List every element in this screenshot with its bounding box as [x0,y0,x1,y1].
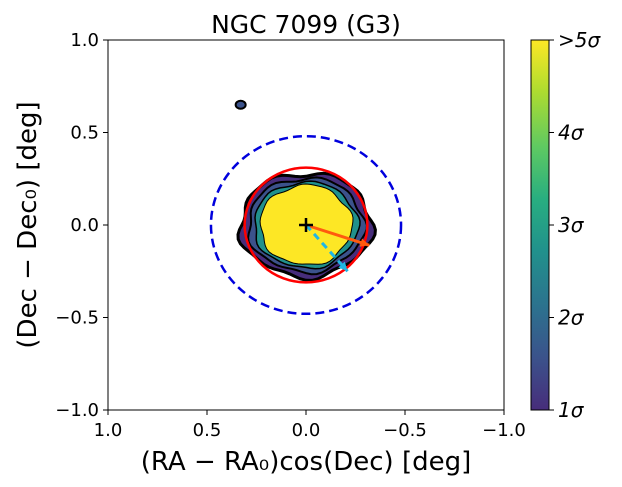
colorbar-tick-label: 1σ [558,398,585,422]
orbit-direction-arrowhead [338,261,348,272]
orbit-direction-vector [304,223,349,273]
y-axis: 1.0 0.5 0.0 −0.5 −1.0 [55,30,108,421]
proper-motion-arrowhead [359,238,370,247]
colorbar-ticks: 1σ 2σ 3σ 4σ >5σ [549,28,601,422]
colorbar [530,39,550,411]
colorbar-tick-label: 4σ [558,121,585,145]
y-axis-label: (Dec − Dec₀) [deg] [13,101,43,348]
y-tick-label: 0.0 [70,215,99,236]
proper-motion-vector [305,223,370,247]
colorbar-tick-label: 2σ [558,306,585,330]
tidal-radius-circle [243,166,369,284]
x-tick-label: −0.5 [383,420,427,441]
colorbar-tick-label: >5σ [558,28,601,52]
detached-contour [234,99,247,110]
y-tick-label: 0.5 [70,123,99,144]
y-tick-label: 1.0 [70,30,99,51]
x-tick-label: 0.5 [193,420,222,441]
x-axis: 1.0 0.5 0.0 −0.5 −1.0 [94,410,526,441]
x-tick-label: 0.0 [292,420,321,441]
chart-title: NGC 7099 (G3) [211,10,401,39]
y-tick-label: −0.5 [55,308,99,329]
colorbar-tick-label: 3σ [558,213,585,237]
outer-radius-circle [209,134,403,316]
x-tick-label: −1.0 [482,420,526,441]
plot-area [209,99,403,316]
x-axis-label: (RA − RA₀)cos(Dec) [deg] [141,447,472,477]
x-tick-label: 1.0 [94,420,123,441]
center-marker [299,218,313,232]
y-tick-label: −1.0 [55,400,99,421]
